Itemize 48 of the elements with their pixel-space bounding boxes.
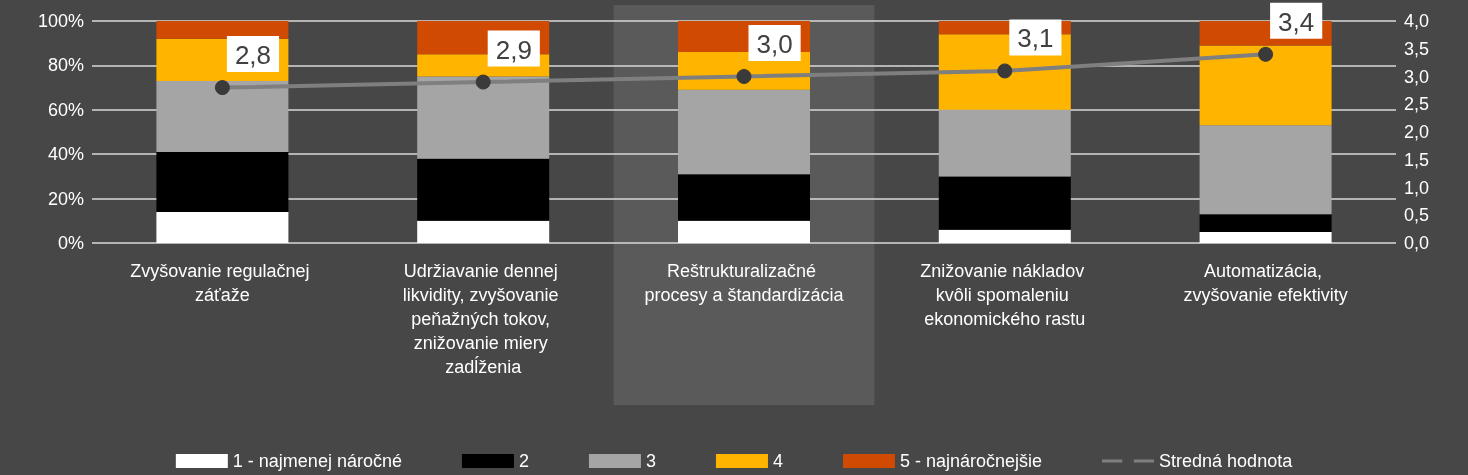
y2-tick-label: 2,5 <box>1404 94 1430 115</box>
x-tick-label: Reštrukturalizačné procesy a štandardizácia <box>644 261 845 305</box>
x-tick-label: Udržiavanie dennej likvidity, zvyšovanie peňažných tokov, znižovanie miery zadĺženia <box>402 261 564 377</box>
bar <box>417 220 550 243</box>
y2-tick-label: 1,0 <box>1404 177 1430 198</box>
bar <box>1199 231 1332 243</box>
legend-label: 3 <box>645 451 656 471</box>
bar <box>1199 45 1332 126</box>
y2-tick-label: 3,5 <box>1404 38 1430 59</box>
bar <box>1199 125 1332 215</box>
y2-tick-label: 0,0 <box>1404 233 1430 253</box>
bar <box>417 76 550 159</box>
bar <box>938 229 1071 243</box>
y-tick-label: 80% <box>47 55 84 76</box>
bar <box>938 176 1071 230</box>
x-tick-label: Zvyšovanie regulačnej záťaže <box>130 261 315 305</box>
bar <box>417 158 550 221</box>
legend-label: 5 - najnáročnejšie <box>899 451 1043 471</box>
bar <box>156 80 289 152</box>
data-label: 3,0 <box>756 29 793 59</box>
data-label: 2,9 <box>495 34 532 65</box>
x-tick-label: Automatizácia, zvyšovanie efektivity <box>1183 261 1348 305</box>
legend-label: 4 <box>772 451 783 471</box>
y-tick-label: 0% <box>57 233 84 253</box>
y2-tick-label: 2,0 <box>1404 122 1430 142</box>
bar <box>678 89 810 175</box>
bar <box>678 174 810 221</box>
bar <box>938 109 1071 177</box>
y2-tick-label: 0,5 <box>1404 205 1430 226</box>
legend-label: Stredná hodnota <box>1159 451 1294 471</box>
y2-tick-label: 4,0 <box>1404 11 1430 31</box>
legend-label: 2 <box>518 451 529 471</box>
y-tick-label: 60% <box>47 99 84 120</box>
bar <box>1199 214 1332 232</box>
x-tick-label: Znižovanie nákladov kvôli spomaleniu ekonomického rastu <box>920 261 1090 329</box>
y-tick-label: 40% <box>47 144 84 165</box>
bar <box>156 211 289 243</box>
y-tick-label: 100% <box>37 11 84 31</box>
y2-tick-label: 3,0 <box>1404 66 1430 87</box>
bar <box>156 151 289 212</box>
data-label: 2,8 <box>234 40 272 71</box>
legend-label: 1 - najmenej náročné <box>232 451 402 471</box>
bar <box>156 21 289 39</box>
y2-tick-label: 1,5 <box>1404 149 1430 170</box>
data-label: 3,4 <box>1278 6 1315 37</box>
y-tick-label: 20% <box>47 188 84 209</box>
data-label: 3,1 <box>1017 23 1054 54</box>
bar <box>678 220 810 243</box>
